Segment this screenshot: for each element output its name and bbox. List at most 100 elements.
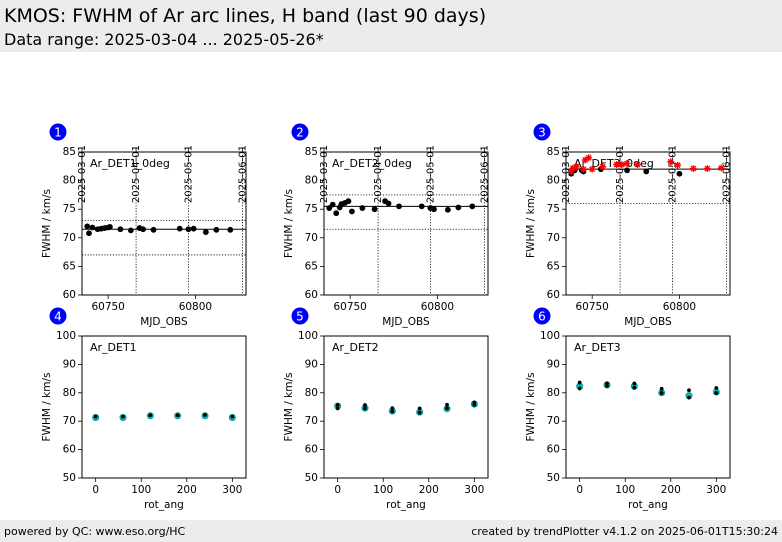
y-tick-label: 65: [305, 260, 318, 272]
data-point: [190, 225, 197, 232]
x-axis-label: MJD_OBS: [140, 316, 188, 328]
data-point: [359, 205, 366, 211]
y-tick-label: 60: [63, 444, 76, 456]
data-point: [687, 395, 691, 400]
x-tick-label: 100: [131, 484, 151, 496]
data-point: [213, 226, 220, 233]
panel-number: 3: [538, 126, 546, 140]
outlier-point: [689, 165, 697, 172]
data-point: [176, 225, 183, 232]
data-point: [335, 406, 340, 411]
data-point: [624, 167, 630, 174]
outlier-point: [623, 160, 631, 167]
outlier-point: [588, 165, 596, 173]
y-axis-label: FWHM / km/s: [283, 189, 295, 258]
header-bar: KMOS: FWHM of Ar arc lines, H band (last…: [0, 0, 782, 52]
panel-number-badge: [533, 123, 551, 141]
panel-number-badge: [291, 307, 309, 325]
y-tick-label: 80: [547, 175, 560, 187]
data-point: [632, 381, 637, 386]
outlier-stroke: [704, 165, 711, 172]
x-axis-label: rot_ang: [386, 499, 426, 511]
data-point: [371, 206, 378, 213]
x-tick-label: 100: [615, 484, 635, 496]
x-tick-label: 60800: [663, 301, 696, 313]
y-tick-label: 80: [547, 387, 560, 399]
x-tick-label: 0: [576, 484, 583, 496]
outlier-point: [674, 161, 682, 169]
data-point: [632, 385, 637, 390]
x-tick-label: 300: [706, 484, 726, 496]
outlier-stroke: [667, 158, 674, 165]
data-point: [396, 203, 402, 210]
data-point: [659, 386, 664, 391]
outlier-stroke: [580, 166, 587, 173]
x-tick-label: 60800: [179, 301, 212, 313]
panel-number-badge: [49, 307, 67, 325]
data-point: [202, 229, 209, 235]
data-point: [417, 406, 422, 411]
data-point: [418, 203, 425, 210]
chart-panel-6: 50 60 70 80 90 100 0 100 200 300 rot_ang FWHM / km/…: [525, 307, 731, 511]
outlier-stroke: [573, 163, 580, 170]
y-tick-label: 60: [63, 289, 76, 301]
data-point: [445, 402, 449, 407]
panel-label: Ar_DET2_0deg: [332, 157, 412, 170]
data-range-subtitle: Data range: 2025-03-04 ... 2025-05-26*: [4, 30, 324, 49]
outlier-stroke: [585, 154, 592, 161]
panel-number: 6: [538, 310, 546, 324]
chart-panel-3: 2025-03-01 2025-04-01 2025-05-01 2025-06-01…: [525, 123, 733, 328]
x-tick-label: 200: [177, 484, 197, 496]
panel-label: Ar_DET1_0deg: [90, 157, 170, 170]
data-point: [84, 223, 91, 230]
y-tick-label: 70: [63, 232, 76, 244]
data-point: [643, 168, 650, 175]
y-tick-label: 90: [547, 358, 560, 370]
data-point: [335, 403, 340, 407]
outlier-stroke: [589, 166, 596, 173]
x-tick-label: 60800: [421, 301, 454, 313]
x-tick-label: 200: [661, 484, 681, 496]
data-point: [444, 206, 451, 213]
panel-label: Ar_DET1: [90, 341, 137, 354]
data-point: [659, 391, 664, 395]
x-axis-label: rot_ang: [144, 499, 184, 511]
panel-number-badge: [533, 307, 551, 325]
date-tick-label: 2025-04-01: [373, 145, 384, 203]
data-point: [417, 410, 422, 415]
data-point: [185, 226, 192, 233]
panel-number-badge: [49, 123, 67, 141]
x-tick-label: 300: [464, 484, 484, 496]
data-point: [469, 203, 476, 210]
page-title: KMOS: FWHM of Ar arc lines, H band (last…: [4, 5, 487, 27]
data-point: [455, 204, 462, 211]
y-tick-label: 80: [305, 175, 318, 187]
data-point: [445, 406, 449, 411]
x-tick-label: 60750: [575, 301, 608, 313]
outlier-point: [667, 158, 675, 166]
data-point: [203, 413, 207, 417]
outlier-point: [717, 164, 725, 172]
plot-frame: [323, 335, 489, 479]
y-tick-label: 75: [63, 203, 76, 215]
footer-timestamp: created by trendPlotter v4.1.2 on 2025-0…: [471, 525, 778, 538]
panel-number: 5: [296, 310, 304, 324]
y-tick-label: 70: [305, 232, 318, 244]
y-tick-label: 90: [305, 358, 318, 370]
y-axis-label: FWHM / km/s: [41, 373, 53, 442]
outlier-point: [599, 163, 607, 171]
footer-credit: powered by QC: www.eso.org/HC: [4, 525, 186, 538]
y-tick-label: 75: [547, 203, 560, 215]
chart-panel-4: 50 60 70 80 90 100 0 100 200 300 rot_ang FWHM / km/…: [41, 307, 247, 511]
plot-frame: [565, 151, 731, 296]
y-tick-label: 60: [547, 289, 560, 301]
y-tick-label: 50: [63, 472, 76, 484]
chart-panel-1: 2025-03-01 2025-04-01 2025-05-01 2025-06-01…: [41, 123, 249, 328]
data-point: [714, 386, 719, 390]
data-point: [577, 386, 582, 391]
y-tick-label: 65: [63, 260, 76, 272]
outlier-stroke: [599, 163, 606, 170]
y-axis-label: FWHM / km/s: [283, 373, 295, 442]
y-axis-label: FWHM / km/s: [41, 189, 53, 258]
outlier-stroke: [634, 161, 641, 168]
